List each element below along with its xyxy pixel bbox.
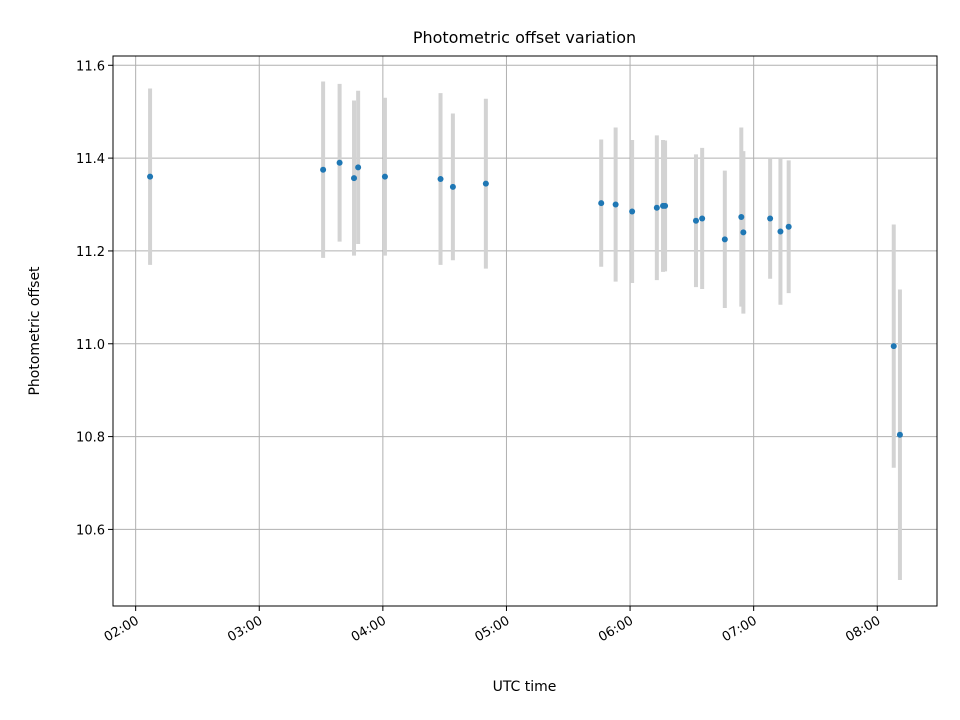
data-point bbox=[721, 236, 728, 243]
data-point bbox=[449, 183, 456, 190]
y-tick-label: 10.6 bbox=[76, 523, 105, 538]
data-point bbox=[598, 200, 605, 207]
y-tick-label: 10.8 bbox=[76, 431, 105, 446]
x-tick-label: 05:00 bbox=[473, 613, 513, 645]
y-axis-ticks: 10.6 10.8 11.0 11.2 11.4 11.6 bbox=[76, 59, 113, 538]
data-point bbox=[653, 204, 660, 211]
data-point bbox=[767, 215, 774, 222]
y-tick-label: 11.4 bbox=[76, 152, 105, 167]
data-point bbox=[785, 223, 792, 230]
y-tick-label: 11.2 bbox=[76, 245, 105, 260]
data-point bbox=[890, 343, 897, 350]
grid-layer bbox=[113, 56, 937, 606]
data-point bbox=[351, 175, 358, 182]
x-tick-label: 06:00 bbox=[596, 613, 636, 645]
data-point bbox=[437, 175, 444, 182]
x-tick-label: 04:00 bbox=[349, 613, 389, 645]
y-axis-label: Photometric offset bbox=[27, 266, 43, 396]
x-tick-label: 07:00 bbox=[720, 613, 760, 645]
y-tick-label: 11.6 bbox=[76, 59, 105, 74]
data-point bbox=[381, 173, 388, 180]
data-point bbox=[692, 217, 699, 224]
x-tick-label: 08:00 bbox=[843, 613, 883, 645]
x-axis-label: UTC time bbox=[493, 679, 557, 695]
data-point bbox=[147, 173, 154, 180]
data-point bbox=[355, 164, 362, 171]
data-point bbox=[320, 166, 327, 173]
x-tick-label: 02:00 bbox=[102, 613, 142, 645]
data-point bbox=[612, 201, 619, 208]
plot-area-frame bbox=[112, 55, 938, 607]
x-tick-label: 03:00 bbox=[225, 613, 265, 645]
chart-title: Photometric offset variation bbox=[413, 28, 636, 47]
data-point bbox=[336, 159, 343, 166]
point-layer bbox=[147, 159, 903, 438]
data-point bbox=[777, 228, 784, 235]
data-point bbox=[662, 202, 669, 209]
x-axis-ticks: 02:00 03:00 04:00 05:00 06:00 07:00 08:00 bbox=[102, 606, 883, 645]
data-point bbox=[896, 431, 903, 438]
data-point bbox=[699, 215, 706, 222]
data-point bbox=[629, 208, 636, 215]
y-tick-label: 11.0 bbox=[76, 338, 105, 353]
data-point bbox=[738, 214, 745, 221]
errorbar-layer bbox=[148, 81, 902, 581]
data-point bbox=[740, 229, 747, 236]
data-point bbox=[482, 180, 489, 187]
